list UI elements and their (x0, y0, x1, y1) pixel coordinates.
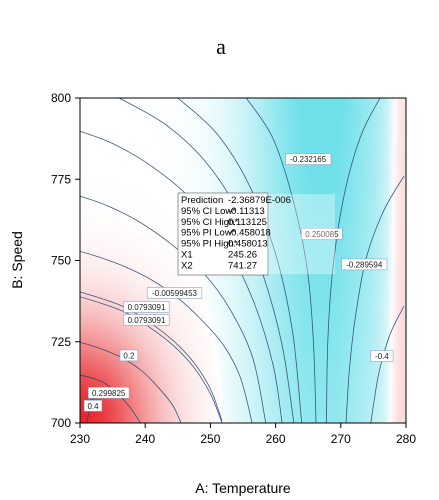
tooltip-row-value: 0.458013 (228, 239, 268, 250)
contour-label-text: 0.299825 (92, 389, 126, 398)
contour-label-box (83, 399, 103, 412)
contour-label-text: -0.232165 (290, 155, 327, 164)
tooltip-box (177, 192, 269, 276)
contour-label-text: -0.00599453 (152, 289, 197, 298)
y-tick-label: 750 (51, 254, 71, 268)
x-tick-label: 240 (135, 432, 155, 446)
tooltip-row-value: -0.458018 (228, 228, 271, 239)
contour-label-text: 0.0793091 (128, 316, 166, 325)
contour-label-box (301, 228, 343, 240)
tooltip-row-name: 95% PI High* (181, 239, 238, 250)
y-tick-label: 800 (51, 91, 71, 105)
contour-label-text: 0.4 (87, 402, 99, 411)
tooltip-row-name: 95% CI Low* (181, 206, 236, 217)
contour-line (345, 175, 405, 423)
tooltip-row-name: 95% CI High* (181, 217, 238, 228)
y-axis-label: B: Speed (9, 231, 25, 289)
contour-label: -0.289594 (341, 258, 388, 271)
contour-line (326, 98, 381, 423)
tooltip-row-value: 0.113125 (228, 217, 267, 228)
tooltip-row-value: -2.36879E-006 (228, 195, 291, 206)
contour-label: 0.0793091 (123, 301, 170, 313)
x-tick-label: 230 (70, 432, 90, 446)
contour-label-box (87, 386, 130, 399)
contour-label-box (123, 301, 170, 313)
tooltip-value-backdrop (268, 194, 335, 274)
tooltip-row-name: 95% PI Low* (181, 228, 236, 239)
tooltip-row-value: 741.27 (228, 260, 257, 271)
contour-label: 0.299825 (87, 386, 130, 399)
contour-label-text: 0.2 (123, 351, 135, 360)
x-tick-label: 270 (331, 432, 351, 446)
contour-label-text: 0.0793091 (128, 303, 166, 312)
x-tick-label: 280 (396, 432, 416, 446)
contour-label: 0.250085 (301, 228, 343, 240)
contour-label-box (285, 153, 332, 165)
x-tick-label: 260 (266, 432, 286, 446)
contour-labels: 0.4 0.299825 0.2 0.0793091 0.0793091 -0.00599… (83, 153, 394, 412)
tooltip-row-value: 245.26 (228, 250, 257, 261)
contour-label: 0.2 (119, 349, 139, 362)
contour-line (80, 291, 223, 422)
contour-label-text: 0.250085 (305, 230, 339, 239)
y-tick-label: 700 (51, 416, 71, 430)
contour-label: -0.00599453 (146, 287, 203, 299)
contour-line (80, 296, 223, 423)
x-axis-label: A: Temperature (195, 480, 291, 496)
contour-label-box (370, 350, 394, 362)
tooltip-row-name: Prediction (181, 195, 223, 206)
tooltip-row-value: -0.11313 (228, 206, 265, 217)
contour-label-box (146, 287, 203, 299)
y-axis: 700 725 750 775 800 (51, 91, 80, 430)
contour-line (80, 341, 182, 423)
contour-label: -0.232165 (285, 153, 332, 165)
contour-label-text: -0.289594 (346, 260, 383, 269)
tooltip-row-name: X1 (181, 250, 193, 261)
contour-label: -0.4 (370, 350, 394, 362)
x-tick-label: 250 (200, 432, 220, 446)
panel-letter: a (216, 34, 226, 59)
contour-label: 0.0793091 (123, 314, 170, 326)
y-tick-label: 725 (51, 335, 71, 349)
contour-label: 0.4 (83, 399, 103, 412)
y-tick-label: 775 (51, 172, 71, 186)
x-axis: 230 240 250 260 270 280 (70, 423, 416, 446)
contour-label-text: -0.4 (375, 352, 389, 361)
contour-label-box (123, 314, 170, 326)
tooltip-row-name: X2 (181, 260, 193, 271)
contour-label-box (341, 258, 388, 271)
contour-line (245, 98, 317, 423)
contour-label-box (119, 349, 139, 362)
